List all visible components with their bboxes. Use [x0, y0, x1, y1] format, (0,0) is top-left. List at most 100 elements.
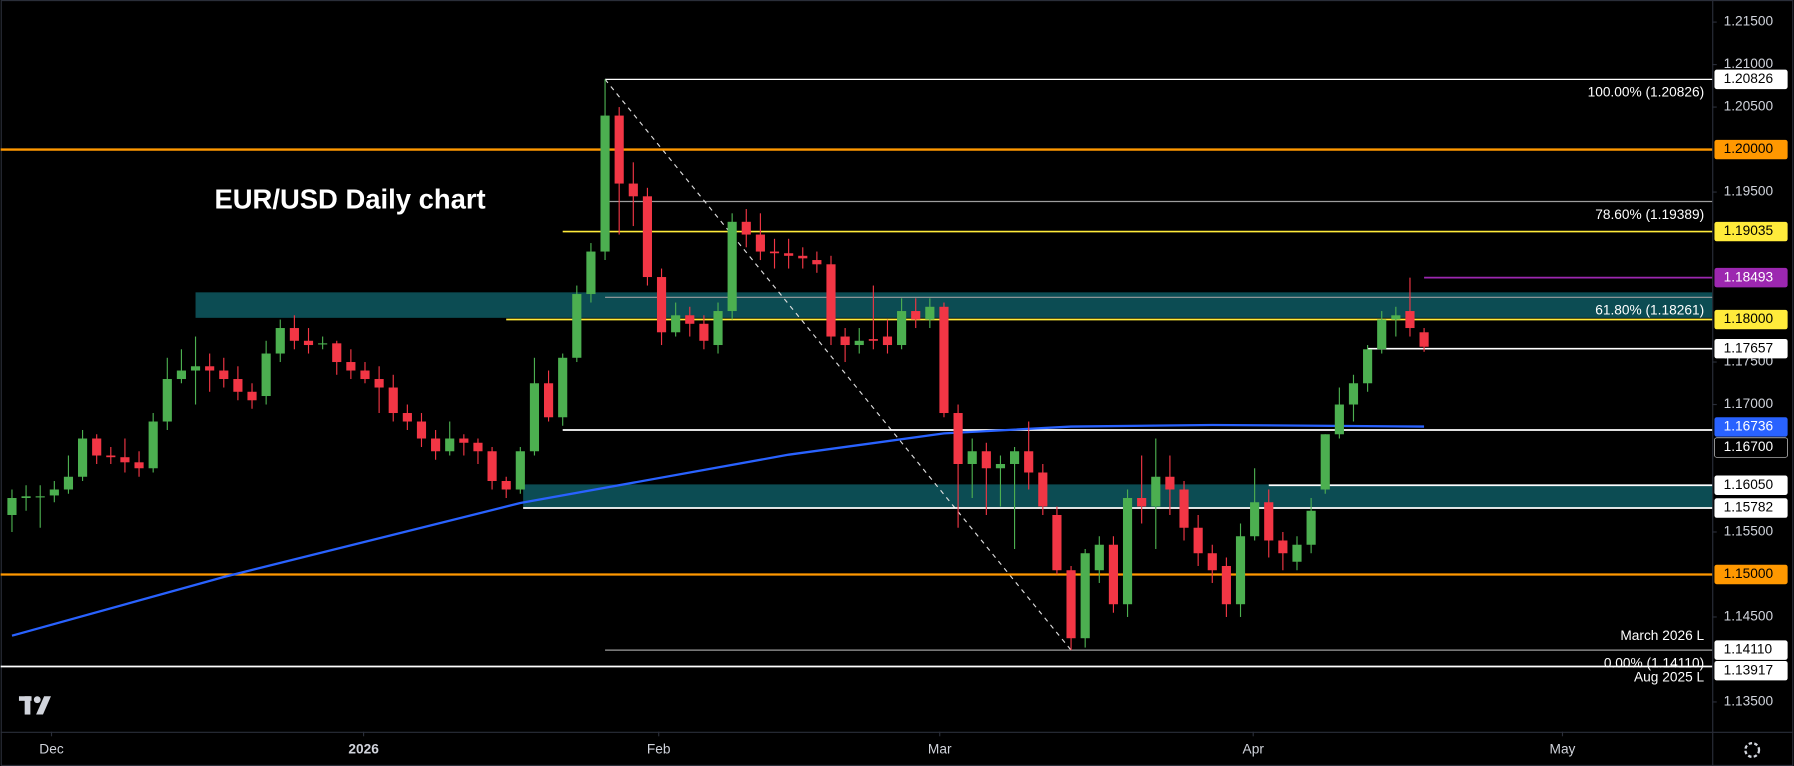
candle-body	[558, 357, 568, 418]
candle-body	[727, 221, 737, 312]
fib-label: 61.80% (1.18261)	[1595, 303, 1704, 318]
candle-body	[939, 306, 949, 414]
price-box	[1714, 660, 1788, 681]
price-box-label: 1.19035	[1724, 223, 1774, 238]
price-box-label: 1.20826	[1724, 71, 1774, 86]
candle-body	[1038, 472, 1048, 507]
candle-body	[1024, 451, 1034, 473]
candle-body	[360, 370, 370, 380]
price-box	[1714, 475, 1788, 495]
candle-body	[275, 328, 285, 354]
chart-title: EUR/USD Daily chart	[214, 183, 485, 214]
candle-body	[699, 323, 709, 341]
y-tick-label: 1.17000	[1724, 396, 1774, 411]
candle-body	[332, 343, 342, 363]
x-tick-label: Dec	[39, 742, 64, 757]
fib-trendline	[604, 79, 1072, 651]
candle-body	[1052, 514, 1062, 571]
y-tick-label: 1.13500	[1724, 694, 1774, 709]
x-tick-label: Apr	[1243, 742, 1265, 757]
price-box	[1714, 437, 1788, 458]
candle-body	[995, 464, 1006, 469]
price-box-label: 1.20000	[1724, 141, 1774, 156]
candle-body	[1278, 540, 1288, 554]
candle-body	[1207, 553, 1217, 571]
candle-body	[1292, 544, 1302, 562]
candle-body	[501, 481, 511, 490]
candle-body	[840, 336, 850, 346]
candle-body	[1405, 311, 1415, 329]
logo-part	[24, 696, 31, 715]
price-box	[1714, 309, 1788, 330]
candle-body	[1235, 536, 1246, 605]
candle-body	[798, 255, 808, 259]
price-box	[1714, 69, 1788, 90]
candle-body	[713, 311, 723, 346]
candle-body	[247, 391, 257, 401]
candle-body	[162, 379, 172, 422]
price-box-label: 1.15000	[1724, 566, 1774, 581]
candle-body	[967, 451, 977, 465]
x-tick-label: Feb	[647, 742, 671, 757]
price-box-label: 1.16736	[1724, 419, 1774, 434]
candle-body	[190, 366, 201, 371]
fib-label: 78.60% (1.19389)	[1595, 207, 1704, 222]
candle-body	[346, 362, 356, 371]
settings-icon[interactable]	[1744, 741, 1761, 758]
candle-body	[1348, 383, 1359, 405]
price-box-label: 1.16050	[1724, 477, 1774, 492]
price-box	[1714, 640, 1788, 660]
fib-label: 0.00% (1.14110)	[1604, 655, 1704, 670]
candle-body	[600, 115, 610, 252]
candle-body	[49, 489, 59, 496]
candle-body	[543, 383, 554, 418]
candle-body	[628, 183, 638, 197]
candle-body	[303, 340, 314, 346]
candle-body	[529, 383, 540, 452]
price-box-label: 1.16700	[1724, 439, 1774, 454]
price-box-label: 1.15782	[1724, 500, 1774, 515]
candle-body	[656, 277, 667, 333]
candle-body	[784, 253, 794, 256]
price-box	[1714, 338, 1788, 359]
candle-body	[572, 294, 582, 358]
candle-body	[205, 366, 215, 371]
annotation: Aug 2025 L	[1634, 670, 1704, 685]
y-tick-label: 1.20500	[1724, 99, 1774, 114]
price-box	[1714, 267, 1788, 288]
candle-body	[134, 462, 144, 469]
y-tick-label: 1.15500	[1724, 524, 1774, 539]
candle-body	[402, 413, 412, 422]
candle-body	[981, 451, 991, 469]
candle-body	[233, 379, 243, 392]
candle-body	[614, 115, 624, 184]
candle-body	[1306, 510, 1316, 545]
candle-body	[92, 438, 102, 456]
candle-body	[1066, 570, 1076, 639]
candle-body	[1137, 497, 1147, 507]
candle-body	[77, 438, 88, 477]
candle-body	[586, 251, 596, 295]
candle-body	[515, 451, 525, 490]
candle-body	[1193, 527, 1203, 554]
candle-body	[21, 496, 31, 498]
candle-body	[35, 496, 45, 498]
candle-body	[1080, 553, 1090, 639]
x-tick-label: Mar	[928, 742, 952, 757]
candle-body	[106, 455, 116, 458]
candle-body	[911, 311, 921, 320]
candle-body	[289, 328, 299, 341]
candle-body	[1108, 544, 1118, 605]
candle-body	[473, 442, 483, 452]
candle-body	[148, 421, 158, 469]
tradingview-logo	[18, 696, 51, 715]
price-box-label: 1.14110	[1724, 642, 1773, 657]
price-box-label: 1.13917	[1724, 662, 1774, 677]
candle-body	[1363, 349, 1373, 384]
candle-body	[1250, 502, 1260, 537]
candle-body	[642, 196, 652, 278]
candle-body	[1264, 502, 1274, 541]
candle-body	[1391, 315, 1401, 320]
